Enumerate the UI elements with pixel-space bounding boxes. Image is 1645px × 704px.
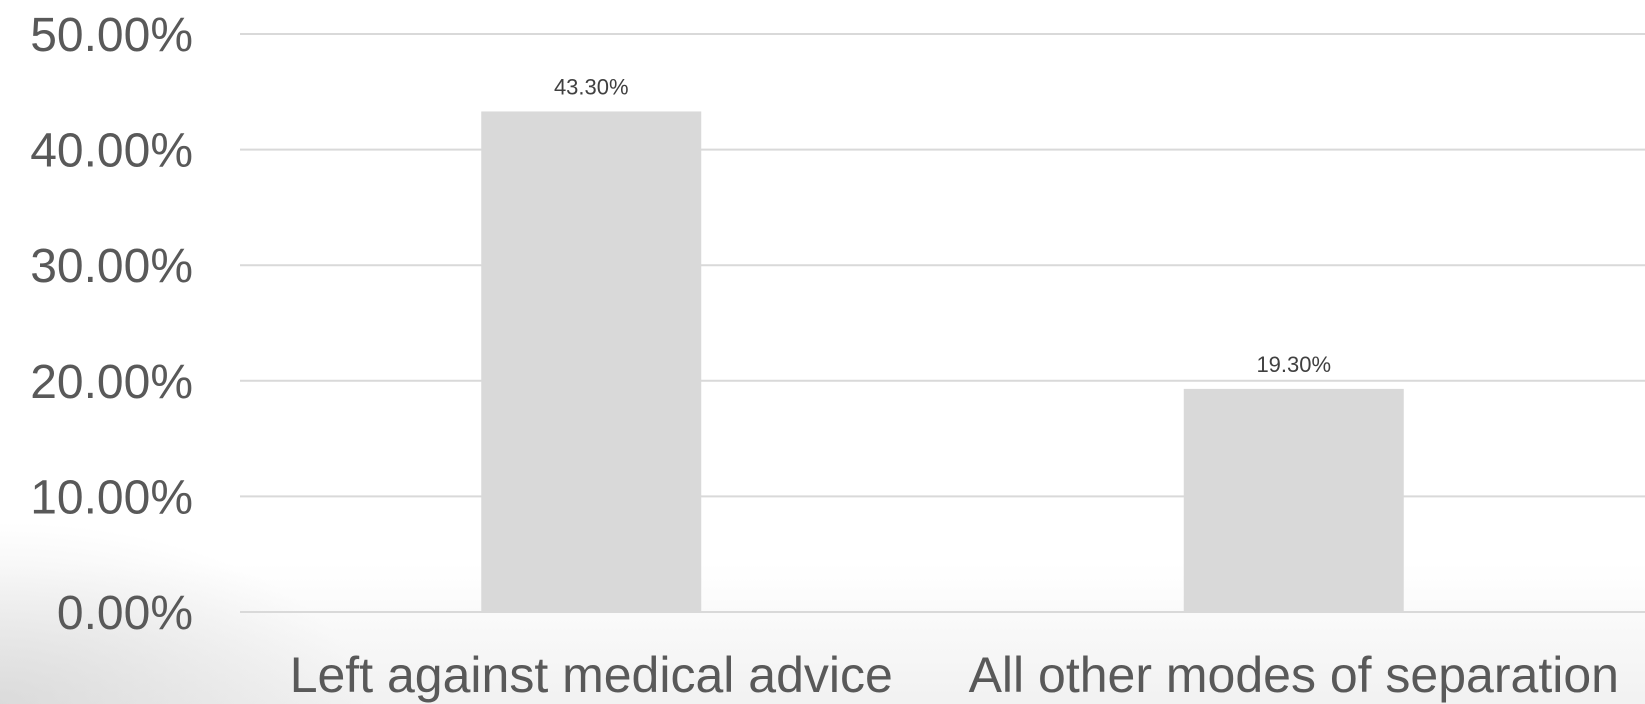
bar-value-label: 43.30% (554, 74, 629, 99)
x-category-label: All other modes of separation (969, 647, 1619, 703)
y-axis-tick-labels: 0.00% 10.00% 20.00% 30.00% 40.00% 50.00% (30, 9, 193, 640)
y-tick-label: 30.00% (30, 240, 193, 293)
x-category-label: Left against medical advice (290, 647, 893, 703)
y-tick-label: 40.00% (30, 125, 193, 178)
bars (481, 111, 1404, 613)
y-tick-label: 10.00% (30, 471, 193, 524)
y-tick-label: 20.00% (30, 356, 193, 409)
bar (1183, 388, 1404, 612)
gridlines (240, 33, 1645, 613)
bar (481, 111, 702, 613)
bar-value-label: 19.30% (1256, 352, 1331, 377)
y-tick-label: 0.00% (57, 587, 193, 640)
x-axis-category-labels: Left against medical advice All other mod… (290, 647, 1619, 703)
y-tick-label: 50.00% (30, 9, 193, 62)
data-labels: 43.30% 19.30% (554, 74, 1331, 376)
